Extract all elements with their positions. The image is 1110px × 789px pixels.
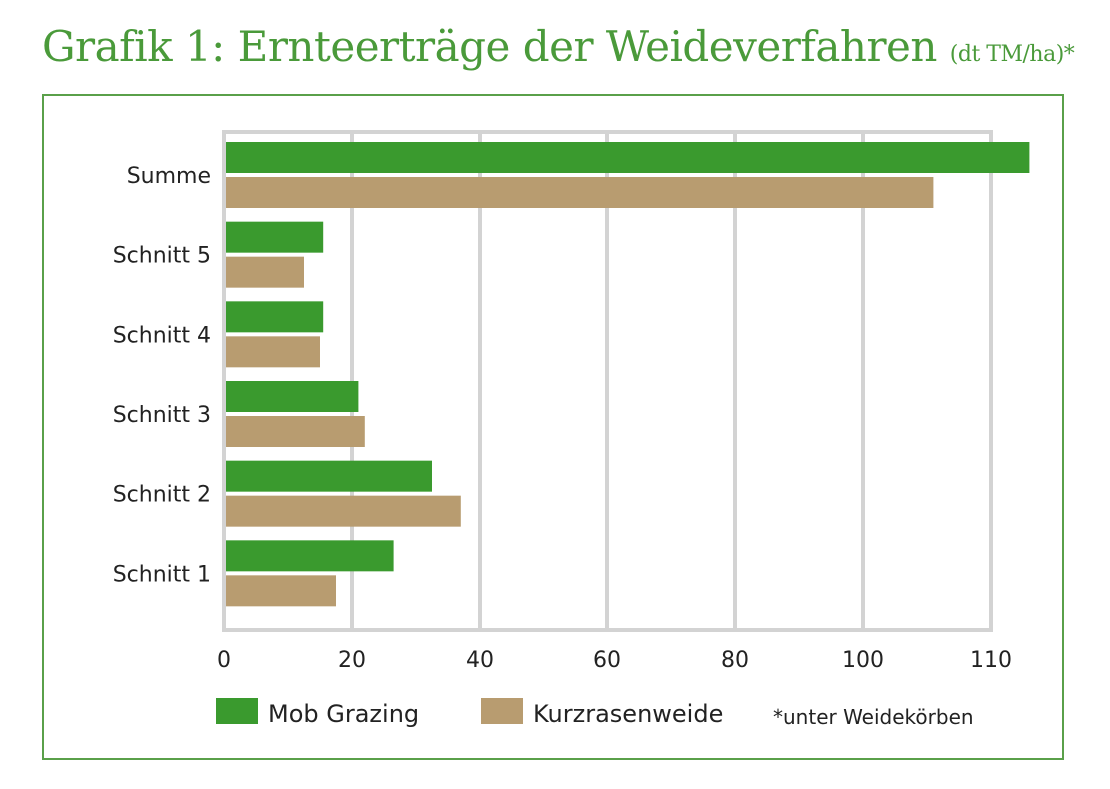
legend-label-mob-grazing: Mob Grazing [268, 700, 419, 728]
bar-summe-mob-grazing [226, 142, 1030, 173]
chart-title-main: Grafik 1: Ernteerträge der Weideverfahre… [42, 22, 937, 71]
legend-swatch-kurzrasenweide [481, 698, 523, 724]
x-tick-label: 100 [842, 648, 884, 673]
bar-schnitt-1-kurzrasenweide [226, 575, 336, 607]
legend: Mob Grazing Kurzrasenweide [216, 698, 723, 728]
chart-title: Grafik 1: Ernteerträge der Weideverfahre… [42, 22, 1075, 71]
category-labels: Summe Schnitt 5 Schnitt 4 Schnitt 3 Schnitt … [113, 164, 211, 587]
x-tick-label: 80 [721, 648, 749, 673]
bar-schnitt-3-mob-grazing [226, 381, 359, 412]
chart-frame [42, 94, 1064, 760]
category-label: Schnitt 2 [113, 483, 211, 508]
category-label: Summe [127, 164, 211, 189]
bar-schnitt-4-mob-grazing [226, 301, 324, 333]
category-label: Schnitt 3 [113, 403, 211, 428]
chart-title-unit: (dt TM/ha)* [949, 42, 1075, 67]
category-label: Schnitt 5 [113, 244, 211, 269]
bar-schnitt-4-kurzrasenweide [226, 336, 320, 368]
bar-schnitt-2-mob-grazing [226, 460, 432, 492]
bars [226, 142, 1030, 607]
bar-schnitt-2-kurzrasenweide [226, 495, 461, 527]
x-tick-label: 60 [593, 648, 621, 673]
x-tick-label: 20 [338, 648, 366, 673]
bar-schnitt-1-mob-grazing [226, 540, 394, 572]
category-label: Schnitt 1 [113, 562, 211, 587]
x-tick-label: 0 [217, 648, 231, 673]
legend-swatch-mob-grazing [216, 698, 258, 724]
x-tick-label: 40 [466, 648, 494, 673]
x-tick-labels: 0 20 40 60 80 100 110 [217, 648, 1012, 673]
x-tick-label: 110 [970, 648, 1012, 673]
bar-schnitt-5-mob-grazing [226, 221, 324, 253]
footnote: *unter Weidekörben [773, 705, 974, 729]
category-label: Schnitt 4 [113, 323, 211, 348]
bar-schnitt-5-kurzrasenweide [226, 256, 304, 288]
grid-lines [222, 130, 993, 632]
bar-schnitt-3-kurzrasenweide [226, 416, 365, 447]
legend-label-kurzrasenweide: Kurzrasenweide [533, 700, 723, 728]
bar-summe-kurzrasenweide [226, 177, 934, 208]
